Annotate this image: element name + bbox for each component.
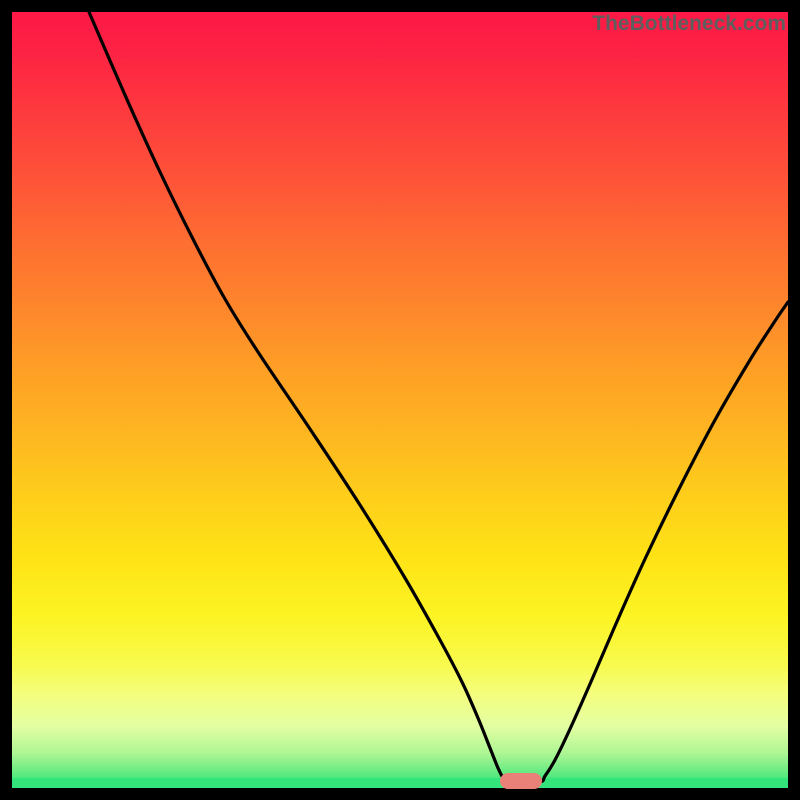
border-right xyxy=(788,0,800,800)
attribution-label: TheBottleneck.com xyxy=(592,12,786,36)
chart-frame: TheBottleneck.com xyxy=(0,0,800,800)
border-top xyxy=(0,0,800,12)
border-bottom xyxy=(0,788,800,800)
plot-background xyxy=(12,12,788,788)
border-left xyxy=(0,0,12,800)
green-floor-band xyxy=(12,778,788,788)
